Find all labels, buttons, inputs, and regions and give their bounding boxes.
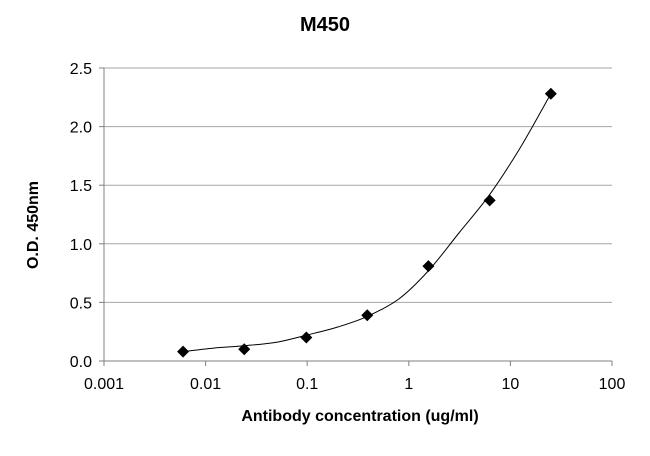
tick-label-layer: 0.0 0.5 1.0 1.5 2.0 2.5 0.001 0.01 0.1 1 10 100: [70, 61, 626, 393]
chart-title: M450: [299, 14, 351, 36]
x-axis-label: Antibody concentration (ug/ml): [241, 408, 479, 425]
grid-layer: [104, 67, 612, 303]
x-tick-label: 0.01: [190, 376, 221, 393]
y-axis-label: O.D. 450nm: [25, 180, 42, 270]
y-tick-label: 1.5: [70, 178, 92, 195]
y-tick-label: 2.0: [70, 120, 92, 137]
y-tick-label: 2.5: [70, 61, 92, 78]
data-point: [544, 87, 557, 100]
x-tick-label: 10: [502, 376, 520, 393]
data-point-layer: [177, 87, 557, 358]
data-point: [483, 194, 496, 207]
x-tick-label: 1: [404, 376, 413, 393]
y-tick-label: 1.0: [70, 237, 92, 254]
x-tick-label: 0.001: [84, 376, 124, 393]
data-point: [238, 343, 251, 356]
axis-layer: [99, 67, 613, 366]
x-tick-label: 100: [599, 376, 626, 393]
data-point: [177, 345, 190, 358]
data-point: [361, 309, 374, 322]
data-point: [300, 331, 313, 344]
x-tick-label: 0.1: [296, 376, 318, 393]
data-point: [422, 260, 435, 273]
y-tick-label: 0.5: [70, 295, 92, 312]
y-tick-label: 0.0: [70, 354, 92, 371]
